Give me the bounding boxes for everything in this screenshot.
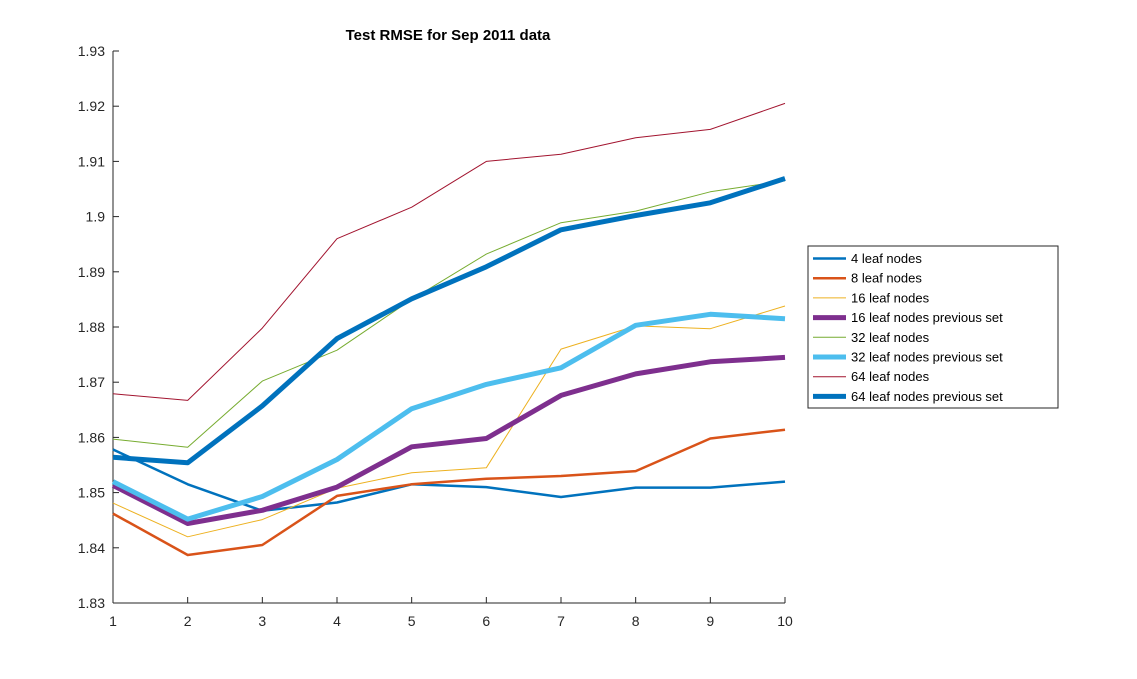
axes: 1.83 1.84 1.85 1.86 1.87 1.88 1.89 1.9 1.91 1.92 1… [78, 43, 793, 629]
x-tick-label: 3 [258, 613, 266, 629]
legend-label: 32 leaf nodes previous set [851, 350, 1003, 365]
legend-label: 32 leaf nodes [851, 330, 930, 345]
chart-title: Test RMSE for Sep 2011 data [346, 27, 551, 44]
y-tick-label: 1.86 [78, 429, 105, 445]
legend-label: 16 leaf nodes previous set [851, 310, 1003, 325]
x-tick-label: 2 [184, 613, 192, 629]
series-line-3 [112, 305, 786, 538]
series-line-5 [112, 180, 786, 448]
series-line-2 [112, 428, 786, 557]
series-layer [111, 102, 786, 557]
y-tick-label: 1.91 [78, 153, 105, 169]
legend-label: 16 leaf nodes [851, 290, 930, 305]
series-line-4 [111, 354, 786, 526]
y-tick-label: 1.89 [78, 264, 105, 280]
y-tick-label: 1.84 [78, 540, 105, 556]
series-line-6 [111, 311, 786, 522]
y-tick-label: 1.83 [78, 595, 105, 611]
legend-box [807, 245, 1059, 409]
y-tick-label: 1.85 [78, 485, 105, 501]
y-tick-label: 1.88 [78, 319, 105, 335]
y-tick-label: 1.9 [86, 209, 106, 225]
legend: 4 leaf nodes 8 leaf nodes 16 leaf nodes 16 … [807, 245, 1059, 409]
x-tick-label: 7 [557, 613, 565, 629]
x-tick-label: 1 [109, 613, 117, 629]
legend-label: 64 leaf nodes previous set [851, 389, 1003, 404]
y-tick-label: 1.87 [78, 374, 105, 390]
y-tick-label: 1.93 [78, 43, 105, 59]
x-tick-label: 10 [777, 613, 793, 629]
x-tick-label: 4 [333, 613, 341, 629]
series-line-8 [112, 176, 786, 466]
x-tick-label: 5 [408, 613, 416, 629]
series-line-7 [112, 102, 786, 401]
x-tick-label: 6 [482, 613, 490, 629]
legend-label: 8 leaf nodes [851, 271, 922, 286]
legend-label: 64 leaf nodes [851, 369, 930, 384]
legend-label: 4 leaf nodes [851, 251, 922, 266]
series-line-1 [112, 448, 786, 513]
x-tick-label: 8 [632, 613, 640, 629]
x-tick-label: 9 [706, 613, 714, 629]
y-tick-label: 1.92 [78, 98, 105, 114]
